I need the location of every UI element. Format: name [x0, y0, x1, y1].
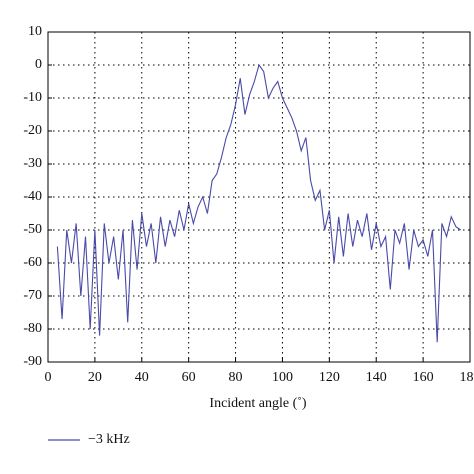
y-tick-label: -50: [23, 222, 42, 237]
x-tick-label: 140: [366, 370, 387, 385]
y-tick-label: -90: [23, 354, 42, 369]
y-tick-label: -20: [23, 123, 42, 138]
y-tick-label: -80: [23, 321, 42, 336]
y-tick-label: -10: [23, 90, 42, 105]
data-line: [56, 63, 461, 343]
legend-label: −3 kHz: [88, 432, 130, 447]
y-tick-label: -70: [23, 288, 42, 303]
y-tick-label: -30: [23, 156, 42, 171]
y-tick-label: 0: [35, 57, 42, 72]
x-tick-label: 100: [272, 370, 293, 385]
x-tick-label: 120: [319, 370, 340, 385]
x-tick-label: 0: [45, 370, 52, 385]
y-tick-label: -40: [23, 189, 42, 204]
x-tick-label: 60: [182, 370, 196, 385]
x-tick-label: 160: [413, 370, 434, 385]
y-tick-label: 10: [28, 24, 42, 39]
x-tick-label: 80: [229, 370, 243, 385]
x-tick-label: 40: [135, 370, 149, 385]
plot-frame: [47, 31, 471, 363]
x-tick-label: 20: [88, 370, 102, 385]
y-tick-label: -60: [23, 255, 42, 270]
x-axis-label: Incident angle (˚): [209, 396, 307, 411]
x-tick-label: 180: [460, 370, 474, 385]
